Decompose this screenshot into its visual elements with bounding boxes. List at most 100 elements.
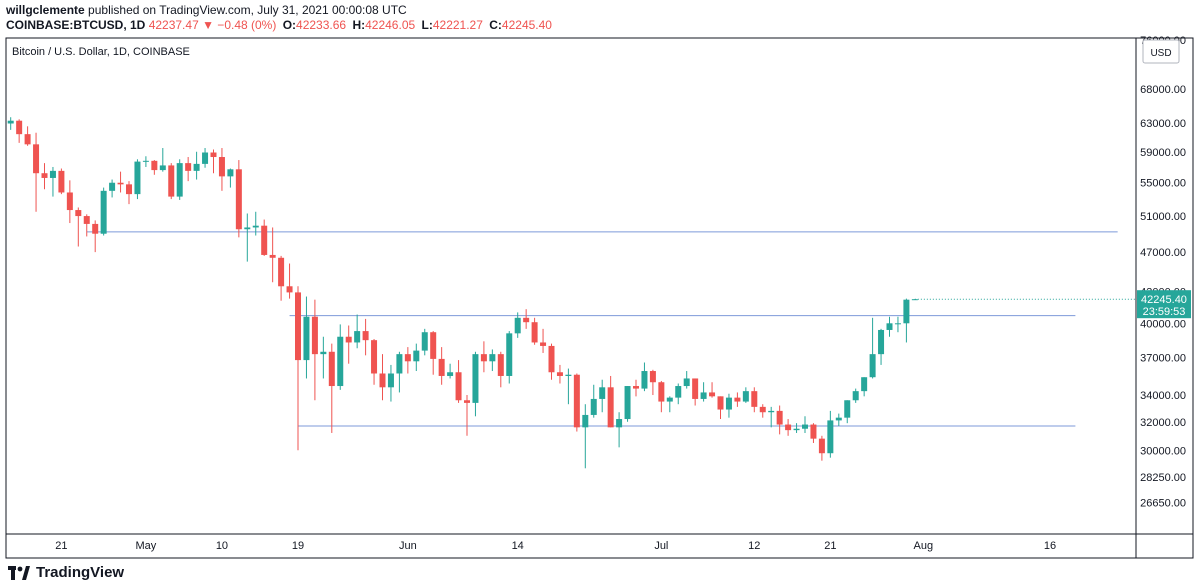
- candle: [802, 416, 808, 433]
- candle: [480, 341, 487, 373]
- candle-body: [590, 398, 597, 415]
- candle-body: [675, 386, 682, 398]
- time-tick-label: 19: [292, 540, 304, 552]
- candle: [768, 406, 775, 428]
- candle: [193, 151, 200, 180]
- publisher-name[interactable]: willgclemente: [6, 3, 85, 17]
- currency-badge-box[interactable]: [1142, 39, 1180, 64]
- candle: [573, 373, 580, 432]
- candle: [176, 159, 183, 200]
- candle-body: [573, 374, 580, 428]
- candle: [16, 119, 23, 143]
- time-axis[interactable]: 21 May 10 19 Jun 14 Jul 12 21 Aug 16: [55, 540, 1056, 552]
- candle: [540, 328, 547, 353]
- tradingview-logo[interactable]: TradingView: [8, 564, 124, 581]
- price-tick-label: 63000.00: [1140, 118, 1186, 130]
- candle-body: [227, 169, 234, 177]
- candle: [151, 160, 158, 175]
- candle: [278, 255, 285, 301]
- price-axis[interactable]: 76000.0068000.0063000.0059000.0055000.00…: [1140, 35, 1186, 510]
- candle: [861, 377, 868, 397]
- candle-body: [793, 428, 800, 431]
- candle: [565, 368, 572, 405]
- candle: [244, 213, 251, 262]
- candle-body: [159, 165, 166, 171]
- candle-body: [142, 160, 149, 162]
- price-change: ▼ −0.48 (0%): [202, 18, 277, 32]
- candle-body: [168, 165, 175, 197]
- candle: [835, 413, 842, 426]
- candle: [142, 156, 149, 167]
- candle-body: [404, 354, 411, 362]
- candle: [126, 181, 132, 205]
- candle: [210, 149, 217, 174]
- chart-frame: [5, 37, 1194, 559]
- candle: [878, 328, 885, 365]
- candle-body: [117, 182, 124, 185]
- candle-body: [134, 161, 141, 195]
- candle-body: [278, 257, 285, 287]
- candle: [447, 363, 454, 379]
- last-price-value: 42245.40: [1141, 294, 1187, 306]
- candle: [607, 375, 614, 428]
- candle: [742, 387, 749, 403]
- candle: [497, 351, 504, 388]
- candle-body: [768, 410, 775, 413]
- ohlc-legend: COINBASE:BTCUSD, 1D 42237.47 ▼ −0.48 (0%…: [6, 18, 552, 32]
- candle-body: [218, 157, 225, 177]
- candle-body: [66, 192, 73, 211]
- candle-body: [83, 216, 90, 224]
- candle: [590, 384, 597, 418]
- candle: [717, 396, 724, 420]
- candle: [903, 298, 910, 343]
- candle: [159, 148, 166, 172]
- candle: [117, 171, 124, 193]
- candle-body: [633, 386, 639, 389]
- time-tick-label: 12: [748, 540, 760, 552]
- candle-body: [430, 332, 437, 359]
- candle-body: [599, 387, 606, 399]
- candle-body: [92, 223, 99, 234]
- candle-body: [497, 354, 504, 376]
- candle-body: [548, 345, 555, 373]
- candle-body: [193, 163, 200, 171]
- candle-body: [252, 225, 259, 228]
- candle: [827, 410, 834, 458]
- candle: [286, 263, 293, 299]
- candle: [404, 347, 411, 374]
- candle: [709, 382, 716, 398]
- open-label: O:: [282, 18, 297, 32]
- candle-body: [785, 424, 792, 431]
- candle-body: [33, 144, 40, 174]
- time-tick-label: 14: [512, 540, 524, 552]
- low-label: L:: [421, 18, 433, 32]
- candle: [413, 343, 420, 372]
- last-price-label: 42245.40 23:59:53: [1137, 290, 1191, 319]
- candle-body: [827, 420, 834, 454]
- candle: [185, 157, 192, 182]
- candle-body: [176, 163, 183, 197]
- candle: [235, 160, 242, 238]
- candle: [371, 339, 378, 385]
- candle: [489, 349, 496, 372]
- price-tick-label: 40000.00: [1140, 318, 1186, 330]
- candle: [548, 343, 555, 380]
- candle-body: [649, 371, 656, 383]
- time-tick-label: Jul: [654, 540, 668, 552]
- candle: [658, 380, 665, 413]
- candle: [66, 180, 73, 224]
- currency-badge: USD: [1150, 48, 1171, 59]
- candle: [252, 211, 259, 236]
- high-value: 42246.05: [365, 18, 416, 32]
- candle: [531, 317, 538, 345]
- candle-body: [565, 374, 572, 376]
- candle: [227, 168, 234, 188]
- candle-body: [751, 391, 758, 407]
- candle: [295, 286, 301, 451]
- candle-body: [835, 417, 842, 421]
- candle: [261, 219, 268, 256]
- candle: [337, 324, 344, 390]
- candle-body: [320, 351, 327, 355]
- time-tick-label: Aug: [914, 540, 934, 552]
